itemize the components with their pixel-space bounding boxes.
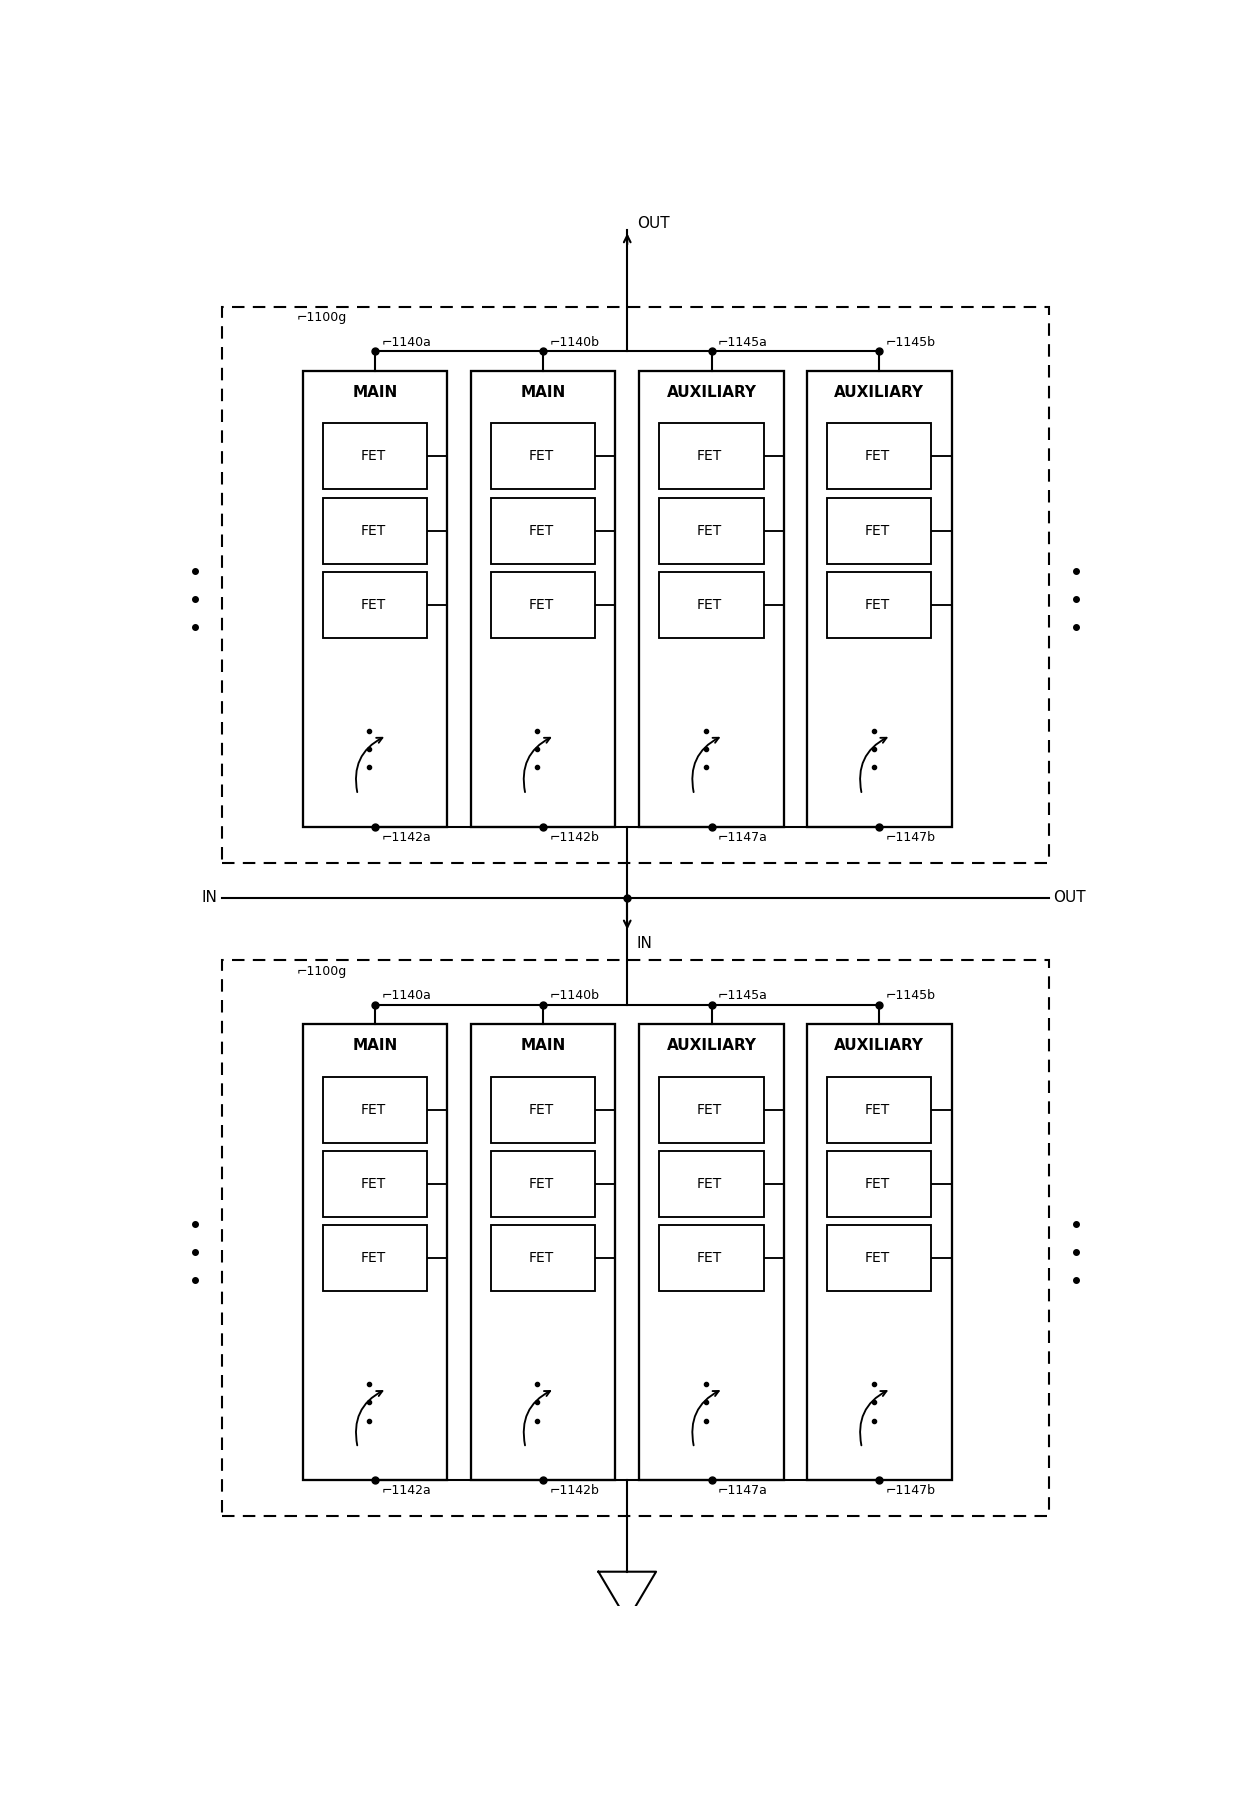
Bar: [827, 498, 931, 563]
Text: FET: FET: [528, 1251, 553, 1265]
Bar: [639, 370, 784, 827]
Bar: [827, 1226, 931, 1291]
Bar: [660, 424, 764, 489]
Bar: [660, 1152, 764, 1217]
Text: FET: FET: [361, 523, 386, 538]
Text: MAIN: MAIN: [521, 1038, 565, 1052]
Text: FET: FET: [697, 1103, 722, 1117]
Text: FET: FET: [361, 1251, 386, 1265]
Text: ⌐1140b: ⌐1140b: [549, 336, 600, 348]
Bar: [324, 424, 428, 489]
Text: ⌐1140a: ⌐1140a: [382, 336, 432, 348]
Text: ⌐1145a: ⌐1145a: [718, 336, 768, 348]
Bar: [491, 1076, 595, 1143]
Text: ⌐1142a: ⌐1142a: [382, 830, 432, 845]
Text: AUXILIARY: AUXILIARY: [835, 1038, 924, 1052]
Text: IN: IN: [202, 890, 217, 904]
Text: ⌐1140a: ⌐1140a: [382, 989, 432, 1002]
Text: ⌐1142b: ⌐1142b: [549, 1484, 599, 1498]
Bar: [491, 498, 595, 563]
Text: OUT: OUT: [1054, 890, 1086, 904]
Text: FET: FET: [361, 1177, 386, 1191]
Text: ⌐1100g: ⌐1100g: [296, 312, 347, 325]
Text: FET: FET: [528, 1177, 553, 1191]
Text: FET: FET: [361, 449, 386, 464]
Text: FET: FET: [864, 449, 890, 464]
Text: MAIN: MAIN: [521, 384, 565, 399]
Bar: [660, 498, 764, 563]
Text: AUXILIARY: AUXILIARY: [667, 384, 756, 399]
Bar: [639, 1023, 784, 1480]
Bar: [324, 1226, 428, 1291]
Text: ⌐1140b: ⌐1140b: [549, 989, 600, 1002]
Bar: [491, 1226, 595, 1291]
Bar: [491, 1152, 595, 1217]
Text: ⌐1142b: ⌐1142b: [549, 830, 599, 845]
Text: ⌐1147a: ⌐1147a: [718, 1484, 768, 1498]
Text: FET: FET: [864, 1177, 890, 1191]
Text: AUXILIARY: AUXILIARY: [667, 1038, 756, 1052]
Bar: [324, 1076, 428, 1143]
Bar: [324, 1152, 428, 1217]
Bar: [471, 370, 615, 827]
Text: ⌐1142a: ⌐1142a: [382, 1484, 432, 1498]
Text: FET: FET: [864, 1103, 890, 1117]
Bar: [660, 1226, 764, 1291]
Text: AUXILIARY: AUXILIARY: [835, 384, 924, 399]
Text: FET: FET: [697, 1251, 722, 1265]
Text: FET: FET: [528, 597, 553, 612]
Bar: [222, 307, 1049, 863]
Text: FET: FET: [528, 449, 553, 464]
Text: FET: FET: [864, 1251, 890, 1265]
Text: IN: IN: [637, 937, 652, 951]
Text: ⌐1147b: ⌐1147b: [885, 1484, 936, 1498]
Text: ⌐1147b: ⌐1147b: [885, 830, 936, 845]
Bar: [827, 424, 931, 489]
Bar: [303, 370, 448, 827]
Text: ⌐1100g: ⌐1100g: [296, 964, 347, 978]
Text: FET: FET: [361, 1103, 386, 1117]
Text: FET: FET: [864, 523, 890, 538]
Text: FET: FET: [361, 597, 386, 612]
Text: FET: FET: [697, 523, 722, 538]
Text: OUT: OUT: [637, 217, 670, 231]
Text: FET: FET: [528, 1103, 553, 1117]
Bar: [491, 424, 595, 489]
Bar: [660, 1076, 764, 1143]
Text: MAIN: MAIN: [352, 384, 398, 399]
Text: MAIN: MAIN: [352, 1038, 398, 1052]
Bar: [827, 1076, 931, 1143]
Text: FET: FET: [864, 597, 890, 612]
Text: ⌐1145a: ⌐1145a: [718, 989, 768, 1002]
Bar: [222, 960, 1049, 1516]
Text: FET: FET: [697, 449, 722, 464]
Bar: [471, 1023, 615, 1480]
Bar: [491, 572, 595, 637]
Text: ⌐1145b: ⌐1145b: [885, 989, 936, 1002]
Bar: [827, 572, 931, 637]
Bar: [324, 572, 428, 637]
Bar: [827, 1152, 931, 1217]
Bar: [324, 498, 428, 563]
Text: ⌐1147a: ⌐1147a: [718, 830, 768, 845]
Bar: [807, 1023, 951, 1480]
Bar: [303, 1023, 448, 1480]
Bar: [660, 572, 764, 637]
Bar: [807, 370, 951, 827]
Text: FET: FET: [697, 597, 722, 612]
Text: ⌐1145b: ⌐1145b: [885, 336, 936, 348]
Text: FET: FET: [697, 1177, 722, 1191]
Text: FET: FET: [528, 523, 553, 538]
